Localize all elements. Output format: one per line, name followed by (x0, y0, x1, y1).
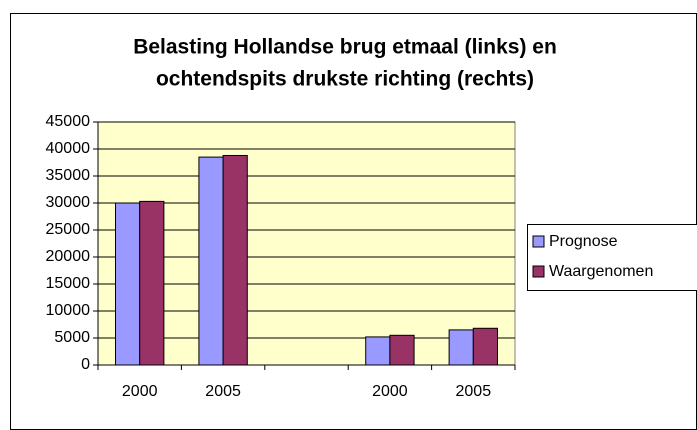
y-tick-label: 5000 (54, 329, 90, 346)
bar (448, 329, 474, 366)
y-tick-label: 0 (81, 356, 90, 373)
y-tick-label: 15000 (46, 275, 91, 292)
legend-label: Prognose (549, 233, 618, 250)
y-tick-label: 10000 (46, 302, 91, 319)
y-tick-label: 35000 (46, 167, 91, 184)
y-tick-label: 40000 (46, 140, 91, 157)
y-tick-label: 45000 (46, 113, 91, 130)
bar (389, 334, 415, 366)
x-tick-label: 2005 (456, 383, 492, 400)
legend-box (527, 224, 697, 291)
y-tick-label: 30000 (46, 194, 91, 211)
y-tick-label: 20000 (46, 248, 91, 265)
x-tick-label: 2000 (372, 383, 408, 400)
legend-label: Waargenomen (549, 263, 653, 280)
plot-area (97, 121, 516, 366)
chart-title: Belasting Hollandse brug etmaal (links) … (133, 36, 557, 59)
chart-title: ochtendspits drukste richting (rechts) (156, 68, 534, 91)
y-tick-label: 25000 (46, 221, 91, 238)
x-tick-label: 2000 (122, 383, 158, 400)
bar (472, 327, 498, 366)
x-tick-label: 2005 (205, 383, 241, 400)
legend-swatch (532, 265, 545, 278)
bar (139, 200, 165, 366)
bar (198, 156, 224, 366)
bar (222, 154, 248, 366)
bar (115, 202, 141, 366)
legend-swatch (532, 235, 545, 248)
bar (365, 336, 391, 366)
